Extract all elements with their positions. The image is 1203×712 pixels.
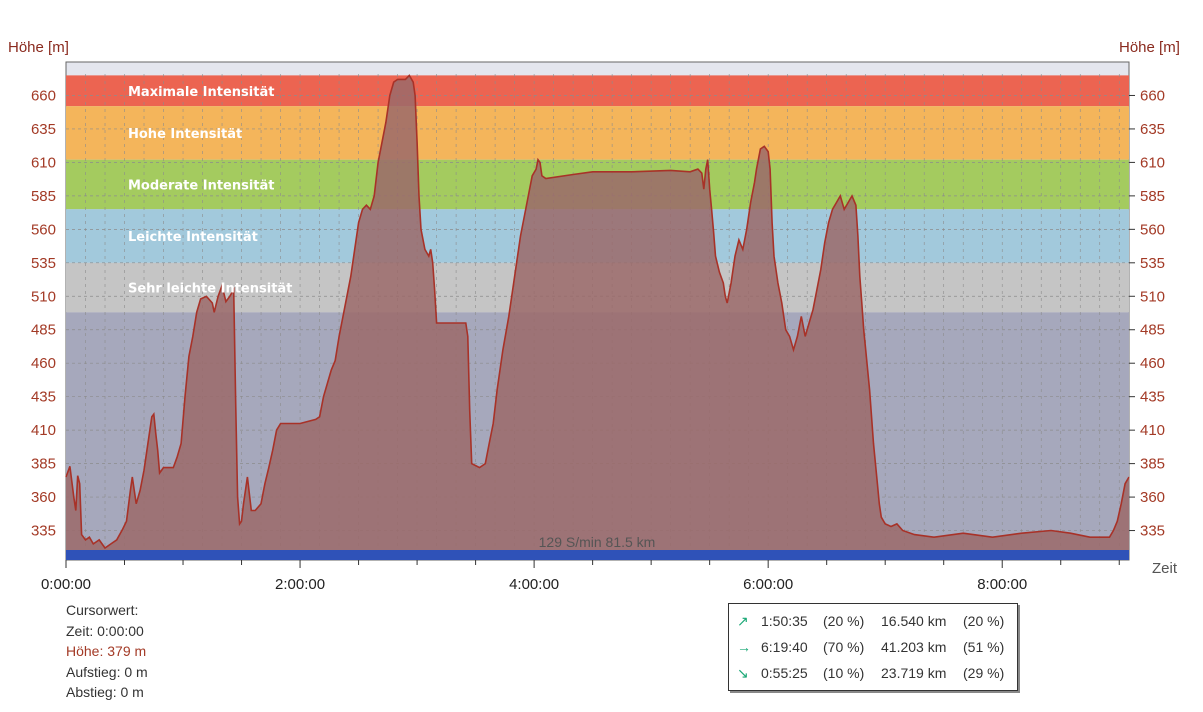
x-tick-label: 6:00:00: [743, 576, 793, 593]
summary-distance: 16.540 km: [881, 613, 947, 629]
y-tick-label-right: 360: [1140, 489, 1165, 506]
y-tick-label-right: 560: [1140, 221, 1165, 238]
band-label-2: Moderate Intensität: [128, 178, 275, 193]
cursor-time: Zeit: 0:00:00: [66, 622, 144, 639]
summary-time-pct: (70 %): [823, 639, 865, 655]
y-tick-label-left: 510: [31, 288, 56, 305]
band-label-3: Leichte Intensität: [128, 230, 258, 245]
arrow-down-right-icon: ↘: [737, 665, 749, 681]
y-tick-label-right: 435: [1140, 389, 1165, 406]
y-tick-label-right: 610: [1140, 154, 1165, 171]
summary-time: 6:19:40: [761, 639, 808, 655]
band-0: [66, 75, 1129, 107]
y-tick-label-left: 560: [31, 221, 56, 238]
arrow-right-icon: →: [737, 639, 751, 655]
y-tick-label-right: 510: [1140, 288, 1165, 305]
x-tick-label: 4:00:00: [509, 576, 559, 593]
y-tick-label-left: 485: [31, 322, 56, 339]
band-1: [66, 106, 1129, 160]
y-tick-label-right: 485: [1140, 322, 1165, 339]
x-axis: 0:00:00 2:00:00 4:00:00 6:00:00 8:00:00: [41, 560, 1120, 593]
x-axis-title: Zeit: [1152, 560, 1178, 577]
band-label-4: Sehr leichte Intensität: [128, 282, 292, 297]
y-axis-right-title: Höhe [m]: [1119, 39, 1180, 56]
band-labels: Maximale Intensität Hohe Intensität Modera…: [128, 85, 292, 297]
elevation-area: [66, 75, 1129, 551]
bottom-note: 129 S/min 81.5 km: [539, 534, 656, 550]
y-tick-label-right: 535: [1140, 255, 1165, 272]
summary-time: 0:55:25: [761, 665, 808, 681]
summary-distance-pct: (20 %): [963, 613, 1005, 629]
summary-distance-pct: (51 %): [963, 639, 1005, 655]
y-tick-label-left: 385: [31, 456, 56, 473]
y-axis-left: 335 360 385 410 435 460 485 510 535 560 585 610 635 6…: [31, 87, 56, 539]
y-tick-label-left: 585: [31, 188, 56, 205]
summary-time-pct: (20 %): [823, 613, 865, 629]
arrow-up-right-icon: ↗: [737, 613, 749, 629]
x-tick-label: 2:00:00: [275, 576, 325, 593]
summary-time-pct: (10 %): [823, 665, 865, 681]
summary-distance: 23.719 km: [881, 665, 947, 681]
band-label-1: Hohe Intensität: [128, 127, 242, 142]
y-axis-right: 335 360 385 410 435 460 485 510 535 560 585 610 635 6…: [1129, 87, 1165, 540]
elevation-line: [65, 74, 1130, 550]
y-tick-label-left: 535: [31, 255, 56, 272]
y-tick-label-right: 460: [1140, 355, 1165, 372]
cursor-panel: Cursorwert: Zeit: 0:00:00 Höhe: 379 m Au…: [66, 600, 148, 703]
y-axis-left-title: Höhe [m]: [8, 39, 69, 56]
cursor-height: Höhe: 379 m: [66, 643, 147, 659]
summary-distance: 41.203 km: [881, 639, 947, 655]
y-tick-label-left: 335: [31, 523, 56, 540]
cursor-descent: Abstieg: 0 m: [66, 684, 144, 700]
y-tick-label-right: 410: [1140, 422, 1165, 439]
y-tick-label-left: 660: [31, 87, 56, 104]
summary-distance-pct: (29 %): [963, 665, 1005, 681]
y-tick-label-left: 635: [31, 121, 56, 138]
summary-panel: ↗ 1:50:35 (20 %) 16.540 km (20 %) → 6:19…: [728, 603, 1018, 691]
cursor-title: Cursorwert:: [66, 602, 139, 618]
y-tick-label-right: 660: [1140, 87, 1165, 104]
y-tick-label-right: 335: [1140, 523, 1165, 540]
cursor-ascent: Aufstieg: 0 m: [66, 663, 148, 680]
y-tick-label-right: 635: [1140, 121, 1165, 138]
y-tick-label-right: 585: [1140, 188, 1165, 205]
summary-time: 1:50:35: [761, 613, 808, 629]
y-tick-label-left: 360: [31, 489, 56, 506]
y-tick-label-left: 435: [31, 389, 56, 406]
band-label-0: Maximale Intensität: [128, 85, 274, 100]
bottom-bar: [66, 550, 1129, 560]
y-tick-label-left: 460: [31, 355, 56, 372]
x-tick-label: 8:00:00: [977, 576, 1027, 593]
y-tick-label-right: 385: [1140, 456, 1165, 473]
y-tick-label-left: 410: [31, 422, 56, 439]
x-tick-label: 0:00:00: [41, 576, 91, 593]
y-tick-label-left: 610: [31, 154, 56, 171]
